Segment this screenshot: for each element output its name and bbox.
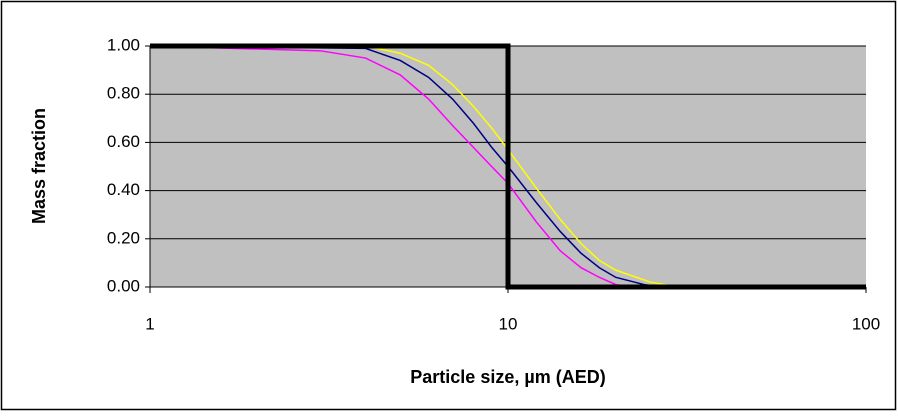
x-tick-label: 10	[499, 314, 518, 333]
y-tick-label: 0.40	[107, 180, 140, 199]
y-tick-label: 1.00	[107, 35, 140, 54]
x-axis-label: Particle size, µm (AED)	[410, 367, 605, 387]
x-tick-label: 1	[145, 314, 154, 333]
series-line	[150, 43, 866, 290]
y-tick-label: 0.80	[107, 84, 140, 103]
y-tick-label: 0.00	[107, 276, 140, 295]
y-axis-label: Mass fraction	[29, 108, 49, 224]
y-tick-label: 0.60	[107, 132, 140, 151]
series-line	[149, 45, 631, 288]
x-tick-label: 100	[852, 314, 880, 333]
y-tick-label: 0.20	[107, 228, 140, 247]
